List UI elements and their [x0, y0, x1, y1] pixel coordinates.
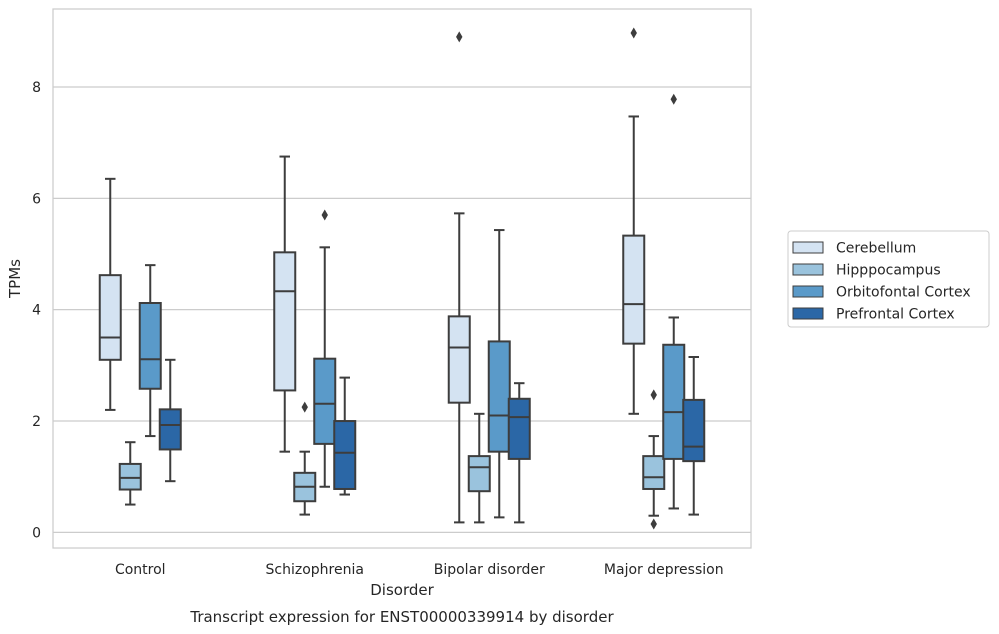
iqr-box — [313, 357, 337, 445]
box-group — [158, 358, 182, 483]
legend-label: Orbitofontal Cortex — [836, 285, 971, 301]
iqr-box — [333, 420, 357, 490]
x-axis-ticks: Control Schizophrenia Bipolar disorder Majo… — [115, 562, 724, 578]
iqr-box — [507, 397, 531, 460]
box-group — [313, 209, 337, 488]
legend-label: Hipppocampus — [836, 263, 941, 279]
legend-swatch — [792, 263, 824, 276]
iqr-box — [158, 408, 182, 451]
box-group — [507, 382, 531, 524]
y-tick-label: 0 — [32, 525, 41, 541]
box-group — [467, 412, 491, 524]
x-tick-label: Major depression — [604, 562, 724, 578]
legend-item: Prefrontal Cortex — [792, 307, 955, 323]
outlier-point — [456, 31, 463, 43]
iqr-box — [273, 251, 297, 392]
legend-swatch — [792, 241, 824, 254]
legend-label: Prefrontal Cortex — [836, 307, 955, 323]
box-group — [333, 376, 357, 496]
y-tick-label: 8 — [32, 80, 41, 96]
box-group — [662, 93, 686, 510]
outlier-point — [650, 518, 657, 530]
iqr-box — [487, 340, 511, 453]
iqr-box — [447, 315, 471, 404]
legend-item: Cerebellum — [792, 241, 916, 257]
box-group — [622, 27, 646, 415]
iqr-box — [642, 455, 666, 490]
x-tick-label: Bipolar disorder — [434, 562, 545, 578]
legend: Cerebellum Hipppocampus Orbitofontal Corte… — [787, 230, 990, 328]
box-series — [98, 27, 706, 530]
box-group — [138, 264, 162, 438]
legend-label: Cerebellum — [836, 241, 916, 257]
legend-frame — [787, 230, 990, 328]
outlier-point — [650, 389, 657, 401]
box-group — [273, 155, 297, 453]
chart-caption: Transcript expression for ENST0000033991… — [189, 608, 614, 626]
legend-item: Hipppocampus — [792, 263, 941, 279]
box-group — [293, 401, 317, 516]
y-tick-label: 6 — [32, 191, 41, 207]
outlier-point — [630, 27, 637, 39]
outlier-point — [321, 209, 328, 221]
outlier-point — [301, 401, 308, 413]
y-tick-label: 2 — [32, 414, 41, 430]
y-axis-ticks: 0 2 4 6 8 — [32, 80, 41, 541]
box-group — [487, 229, 511, 519]
box-group — [98, 177, 122, 411]
legend-swatch — [792, 307, 824, 320]
iqr-box — [138, 302, 162, 390]
x-tick-label: Schizophrenia — [266, 562, 364, 578]
outlier-point — [670, 93, 677, 105]
box-group — [642, 389, 666, 530]
box-group — [118, 441, 142, 506]
iqr-box — [662, 343, 686, 460]
iqr-box — [622, 234, 646, 345]
y-tick-label: 4 — [32, 303, 41, 319]
legend-item: Orbitofontal Cortex — [792, 285, 971, 301]
plot-frame — [52, 8, 752, 549]
x-tick-label: Control — [115, 562, 166, 578]
iqr-box — [682, 398, 706, 463]
box-group — [682, 356, 706, 516]
x-axis-label: Disorder — [370, 581, 434, 599]
iqr-box — [467, 455, 491, 493]
iqr-box — [98, 274, 122, 361]
y-axis-label: TPMs — [6, 259, 24, 299]
iqr-box — [118, 462, 142, 491]
legend-swatch — [792, 285, 824, 298]
box-group — [447, 31, 471, 524]
